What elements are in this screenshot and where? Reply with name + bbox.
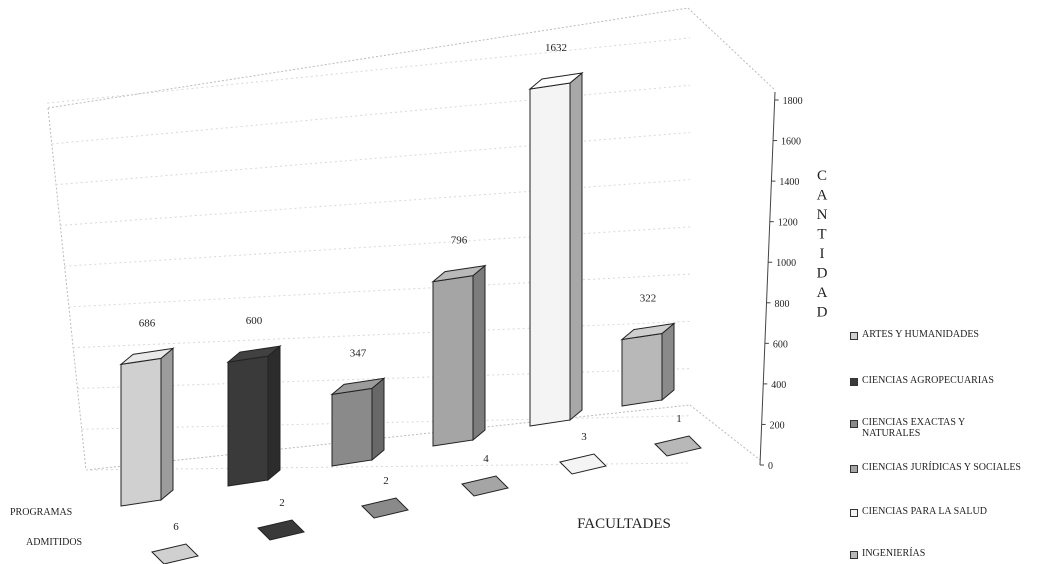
data-label-admitidos: 686 [139,317,156,329]
back-wall-left [47,107,87,471]
gridline [47,37,691,104]
data-label-admitidos: 796 [451,235,468,247]
bar-admitidos [620,322,676,407]
legend-swatch [850,420,858,428]
y-tick-label: 800 [775,299,790,310]
side-wall-top [687,7,776,91]
legend-label: ARTES Y HUMANIDADES [862,329,979,340]
row-label-admitidos: ADMITIDOS [26,537,82,548]
gridline [64,226,691,267]
legend-item: CIENCIAS EXACTAS Y NATURALES [850,417,1012,439]
legend-swatch [850,465,858,473]
legend-label: CIENCIAS AGROPECUARIAS [862,375,994,386]
legend-swatch [850,378,858,386]
gridline [73,320,691,349]
chart-bars [119,71,702,564]
gridline [55,131,691,186]
legend-item: INGENIERÍAS [850,548,1055,560]
y-tick-label: 1400 [779,177,799,188]
legend-item: CIENCIAS PARA LA SALUD [850,506,1055,518]
y-tick-label: 1600 [781,137,801,148]
gridline [81,415,691,430]
data-label-programas: 2 [279,497,285,509]
data-label-admitidos: 322 [640,293,657,305]
row-label-programas: PROGRAMAS [10,507,72,518]
data-label-programas: 1 [676,413,682,425]
data-label-programas: 3 [581,431,587,443]
y-tick-label: 1000 [776,258,796,269]
chart-walls [47,7,776,471]
bar-programas [257,519,305,541]
legend-label: CIENCIAS EXACTAS Y NATURALES [862,417,965,439]
legend-label: CIENCIAS JURÍDICAS Y SOCIALES [862,462,1021,473]
bar-admitidos [330,377,386,467]
gridline [85,462,691,471]
floor-edge [689,404,761,461]
bar-programas [559,453,607,475]
data-label-admitidos: 1632 [545,42,567,54]
y-tick-label: 600 [773,339,788,350]
bar-admitidos [431,264,487,447]
y-axis-line [759,91,776,466]
legend-swatch [850,509,858,517]
x-axis-label: FACULTADES [577,516,671,532]
back-wall-bottom [85,404,691,471]
legend-item: CIENCIAS JURÍDICAS Y SOCIALES [850,462,1055,474]
bar-programas [461,475,509,497]
legend-item: ARTES Y HUMANIDADES [850,329,1055,341]
y-tick-label: 1200 [778,218,798,229]
y-tick-label: 1800 [783,96,803,107]
gridline [60,179,691,226]
bar-programas [151,543,199,564]
legend-item: CIENCIAS AGROPECUARIAS [850,375,1055,387]
bar-programas [361,497,409,519]
legend-swatch [850,332,858,340]
data-label-admitidos: 600 [246,315,263,327]
data-label-programas: 6 [173,521,179,533]
gridline [51,84,691,145]
y-tick-label: 0 [768,461,773,472]
gridline [68,273,691,308]
data-label-programas: 2 [383,475,389,487]
chart-labels: 686 600 347 796 1632 322 6 2 2 4 3 1 [139,42,682,533]
bar-admitidos [226,345,282,487]
legend-label: CIENCIAS PARA LA SALUD [862,506,987,517]
data-label-admitidos: 347 [350,347,367,359]
y-tick-label: 200 [770,420,785,431]
legend-swatch [850,551,858,559]
back-wall-top [47,7,689,109]
y-tick-label: 400 [771,380,786,391]
data-label-programas: 4 [483,453,489,465]
bar-admitidos [528,71,584,427]
legend-label: INGENIERÍAS [862,548,926,559]
bar-programas [654,435,702,457]
bar-admitidos [119,347,175,507]
